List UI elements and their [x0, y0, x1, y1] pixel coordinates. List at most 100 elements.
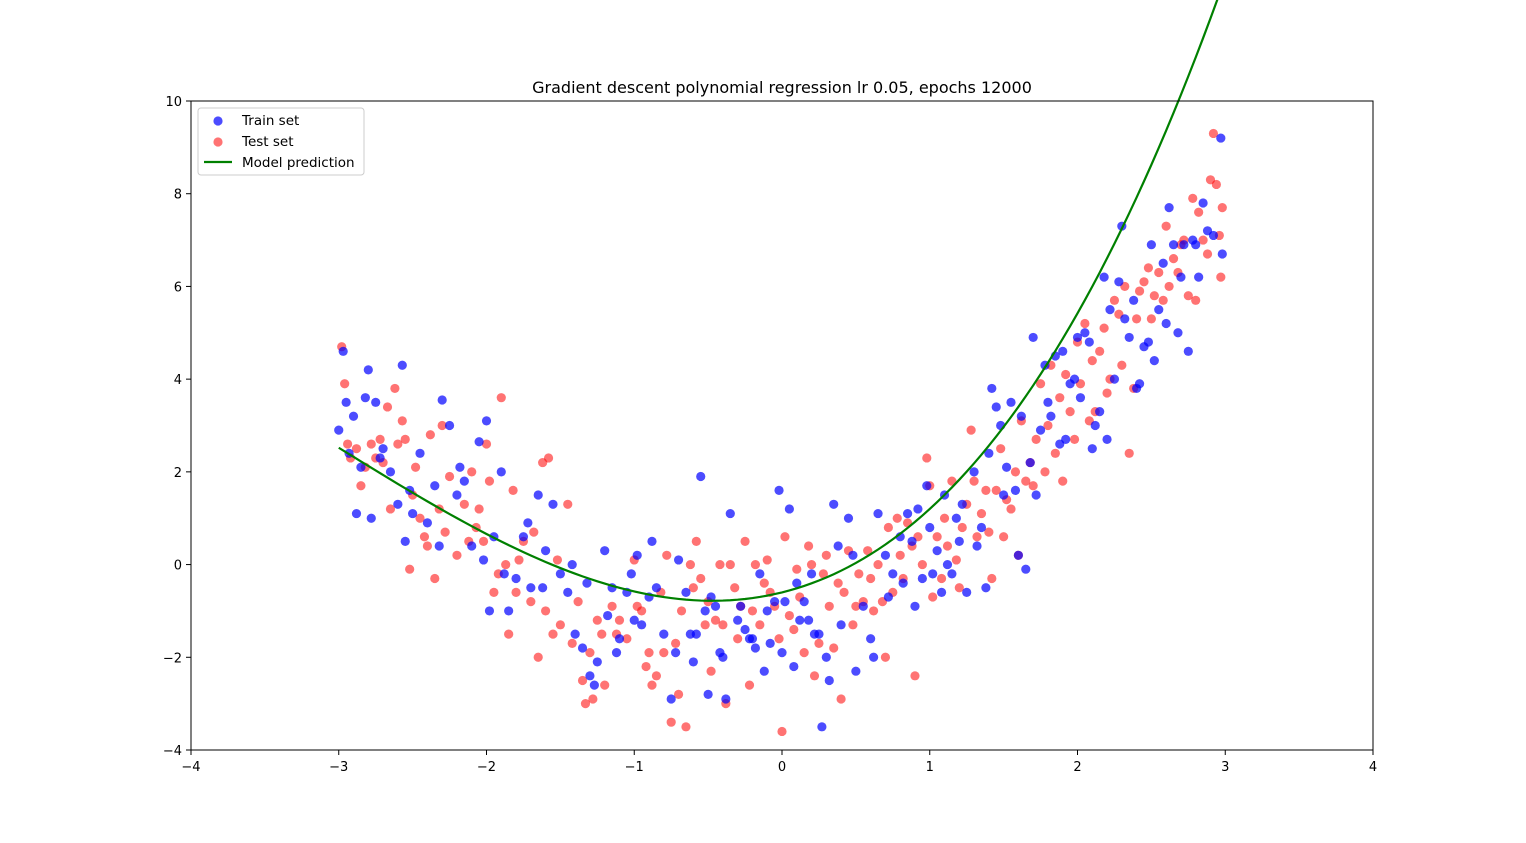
test-point [991, 485, 1001, 495]
train-point [984, 448, 994, 458]
train-point [681, 587, 691, 597]
y-tick-label: 10 [165, 95, 182, 110]
train-point [1090, 420, 1100, 431]
test-point [1216, 272, 1226, 282]
train-point [762, 606, 772, 616]
test-point [942, 541, 953, 551]
train-point [972, 541, 982, 551]
train-point [917, 573, 927, 584]
test-point [474, 504, 484, 514]
train-point [1164, 203, 1174, 213]
test-point [892, 513, 902, 523]
test-point [1188, 193, 1198, 203]
train-point [821, 652, 831, 662]
test-point [922, 453, 932, 463]
train-point [858, 601, 868, 611]
train-point [792, 578, 802, 588]
legend-box [197, 107, 365, 176]
test-point [529, 527, 539, 537]
train-point [400, 536, 410, 546]
test-point [385, 504, 396, 514]
train-point [582, 578, 592, 588]
train-point [478, 555, 489, 565]
test-point [1154, 267, 1164, 278]
train-point [363, 365, 373, 375]
test-point [1069, 434, 1080, 445]
y-tick-label: 2 [174, 466, 182, 481]
test-point [718, 620, 728, 630]
train-point [848, 550, 858, 560]
train-point [922, 481, 932, 491]
train-point [1143, 337, 1154, 347]
train-point [703, 689, 713, 699]
train-point [647, 536, 657, 546]
test-point [939, 513, 950, 523]
train-point [898, 578, 908, 588]
train-point [991, 402, 1001, 412]
train-point [1154, 305, 1164, 315]
train-point [592, 657, 602, 667]
test-point [784, 610, 794, 621]
train-point [774, 485, 784, 495]
test-point [440, 527, 450, 537]
train-point [851, 666, 861, 676]
test-point [1161, 221, 1171, 231]
test-point [543, 453, 554, 463]
train-point [1146, 240, 1156, 250]
train-point [1058, 346, 1068, 356]
train-point [1095, 406, 1105, 417]
train-point [1035, 425, 1046, 435]
train-point [496, 467, 506, 477]
test-point [504, 629, 514, 639]
test-point [647, 680, 657, 690]
train-point [555, 569, 565, 579]
train-point [408, 508, 418, 519]
test-point [1143, 263, 1154, 273]
test-point [1080, 318, 1090, 329]
train-point [1183, 346, 1193, 356]
train-point [1208, 230, 1219, 241]
train-point [824, 675, 834, 686]
train-point [843, 513, 854, 523]
train-point [1099, 272, 1109, 282]
train-point [1198, 198, 1208, 208]
legend-model-label: Model prediction [242, 155, 355, 171]
test-point [789, 624, 799, 635]
test-point [839, 587, 849, 597]
y-tick-label: 4 [174, 373, 182, 388]
train-point [987, 383, 997, 394]
test-point [972, 532, 982, 542]
train-point [777, 648, 787, 658]
test-point [1087, 356, 1097, 366]
train-point [614, 634, 625, 644]
train-point [455, 462, 465, 472]
train-point [351, 508, 362, 519]
test-point [854, 569, 864, 579]
legend-train-marker [213, 116, 223, 126]
train-point [484, 606, 495, 616]
train-point [459, 476, 469, 486]
train-point [759, 666, 769, 676]
test-point [1191, 295, 1201, 305]
x-tick-label: 4 [1369, 760, 1377, 775]
x-tick-label: 1 [926, 760, 934, 775]
train-point [836, 620, 846, 630]
train-point [1102, 434, 1112, 445]
train-point [1176, 272, 1186, 282]
train-point [947, 569, 957, 579]
train-point [570, 629, 580, 639]
test-point [910, 671, 920, 681]
train-point [499, 569, 509, 579]
train-point [474, 437, 484, 447]
train-point [880, 550, 891, 560]
train-point [577, 643, 588, 653]
test-point [799, 648, 809, 658]
model-prediction-line [338, 0, 1219, 602]
train-point [1194, 272, 1204, 282]
test-point [1109, 295, 1120, 305]
train-point [422, 518, 432, 528]
test-point [873, 559, 883, 570]
test-point [824, 601, 834, 611]
test-point [533, 652, 543, 662]
train-point [360, 393, 370, 403]
